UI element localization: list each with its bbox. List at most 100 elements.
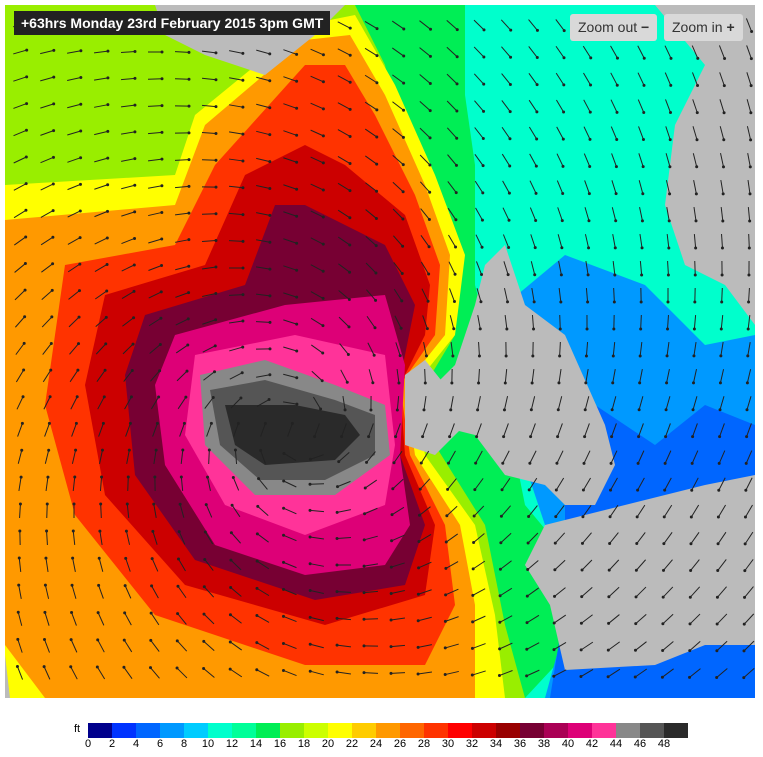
wind-arrow-head: [18, 529, 22, 533]
wind-arrow-head: [509, 28, 513, 32]
wind-arrow: [472, 560, 486, 570]
wind-arrow: [152, 423, 158, 437]
wind-arrow-head: [665, 354, 669, 358]
wind-arrow-head: [455, 109, 459, 113]
wind-arrow-head: [375, 162, 379, 166]
wind-arrow-head: [716, 542, 720, 546]
wind-arrow-head: [348, 26, 352, 30]
wind-arrow: [528, 99, 538, 113]
wind-arrow: [230, 559, 242, 571]
wind-arrow-head: [69, 665, 73, 669]
wind-arrow-head: [745, 408, 749, 412]
wind-arrow: [608, 586, 620, 598]
wind-arrow-head: [716, 515, 720, 519]
wind-arrow: [94, 130, 108, 136]
wind-arrow-head: [105, 209, 109, 213]
wind-arrow-head: [694, 192, 698, 196]
wind-arrow: [179, 423, 185, 437]
wind-arrow-head: [389, 592, 393, 596]
wind-arrow-head: [636, 461, 640, 465]
wind-arrow-head: [295, 187, 299, 191]
wind-arrow-head: [233, 448, 237, 452]
wind-arrow: [229, 131, 243, 135]
wind-arrow: [311, 370, 323, 382]
wind-arrow: [664, 72, 672, 86]
wind-arrow-head: [295, 322, 299, 326]
wind-arrow: [417, 671, 433, 675]
wind-arrow-head: [606, 648, 610, 652]
wind-arrow: [747, 206, 751, 222]
wind-arrow: [419, 74, 431, 84]
zoom-in-button[interactable]: Zoom in +: [664, 14, 743, 41]
wind-arrow: [256, 587, 270, 597]
wind-arrow-head: [502, 408, 506, 412]
wind-arrow: [744, 586, 754, 598]
wind-arrow-head: [481, 164, 485, 168]
wind-arrow: [364, 535, 378, 541]
wind-arrow-head: [497, 673, 501, 677]
wind-arrow-head: [122, 665, 126, 669]
wind-arrow-head: [335, 616, 339, 620]
wind-arrow: [448, 450, 456, 464]
wind-arrow: [70, 666, 78, 680]
zoom-out-button[interactable]: Zoom out −: [570, 14, 658, 41]
forecast-title: +63hrs Monday 23rd February 2015 3pm GMT: [14, 11, 331, 35]
wind-arrow: [283, 76, 297, 82]
wind-arrow: [611, 207, 617, 221]
wind-arrow-head: [187, 211, 191, 215]
wind-arrow-head: [96, 611, 100, 615]
wind-arrow: [391, 562, 405, 568]
wind-arrow-head: [187, 50, 191, 54]
wind-arrow-head: [335, 537, 339, 541]
wind-arrow-head: [213, 370, 217, 374]
wind-arrow-head: [73, 475, 77, 479]
wind-arrow-head: [664, 435, 668, 439]
wind-arrow: [368, 369, 374, 383]
wind-arrow: [665, 423, 671, 437]
wind-arrow-head: [202, 585, 206, 589]
wind-arrow: [503, 261, 509, 275]
wind-arrow-head: [18, 502, 22, 506]
wind-arrow-head: [52, 129, 56, 133]
wind-arrow: [664, 450, 672, 464]
wind-arrow-head: [453, 272, 457, 276]
wind-arrow: [337, 209, 351, 219]
wind-arrow: [202, 319, 216, 325]
wind-arrow-head: [390, 513, 394, 517]
wind-arrow: [530, 423, 536, 437]
wind-arrow: [368, 423, 374, 437]
wind-arrow-head: [640, 273, 644, 277]
wave-map: [5, 5, 755, 698]
wind-arrow-head: [532, 300, 536, 304]
wind-arrow-head: [321, 80, 325, 84]
wind-arrow-head: [743, 569, 747, 573]
wind-arrow: [148, 185, 162, 189]
wind-arrow: [718, 477, 726, 491]
wind-arrow: [310, 48, 324, 56]
wind-arrow: [283, 319, 297, 325]
legend-label: 2: [109, 738, 115, 750]
wind-arrow-head: [19, 475, 23, 479]
wind-arrow: [472, 588, 486, 596]
wind-arrow-head: [721, 219, 725, 223]
wind-arrow-head: [51, 155, 55, 159]
legend-label: 30: [442, 738, 454, 750]
wind-arrow: [14, 316, 26, 328]
wind-arrow: [336, 536, 352, 540]
wind-arrow: [473, 19, 485, 31]
legend-label: 16: [274, 738, 286, 750]
legend-label: 32: [466, 738, 478, 750]
wind-arrow-head: [580, 541, 584, 545]
wind-arrow: [662, 668, 674, 678]
wind-arrow-head: [214, 238, 218, 242]
wind-arrow-head: [268, 294, 272, 298]
wind-arrow-head: [133, 236, 137, 240]
wind-arrow-head: [24, 182, 28, 186]
wind-arrow: [149, 344, 161, 354]
wind-arrow-head: [282, 587, 286, 591]
wind-arrow: [744, 531, 754, 545]
wind-arrow: [40, 76, 54, 82]
wind-arrow: [256, 642, 270, 650]
wind-arrow-head: [308, 615, 312, 619]
wind-arrow: [205, 504, 213, 518]
